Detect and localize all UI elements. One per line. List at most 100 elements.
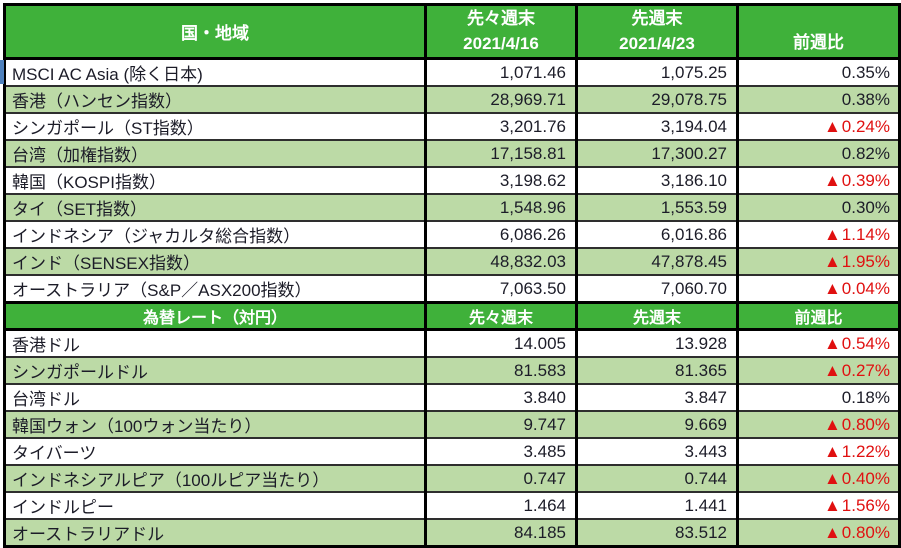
asia-markets-table: 国・地域 先々週末 2021/4/16 先週末 2021/4/23 前週比 MS… <box>3 3 901 548</box>
last-week-date: 2021/4/23 <box>619 33 695 53</box>
fx-week-over-week-header: 前週比 <box>736 301 900 331</box>
last-week-value-cell: 3,194.04 <box>575 112 738 140</box>
last-week-label: 先週末 <box>631 8 683 28</box>
table-row: 台湾ドル 3.840 3.847 0.18% <box>4 383 900 411</box>
decline-triangle-icon: ▲ <box>823 170 841 190</box>
last-week-value-cell: 3.847 <box>575 383 738 411</box>
two-weeks-ago-value-cell: 0.747 <box>424 464 577 492</box>
week-over-week-change-cell: 0.35% <box>736 57 900 86</box>
last-week-value-cell: 0.744 <box>575 464 738 492</box>
last-week-value-cell: 1,075.25 <box>575 57 738 86</box>
two-weeks-ago-date: 2021/4/16 <box>463 33 539 53</box>
week-over-week-change-cell: ▲0.40% <box>736 464 900 492</box>
table-row: タイ（SET指数） 1,548.96 1,553.59 0.30% <box>4 193 900 221</box>
row-label-cell: シンガポールドル <box>4 356 426 384</box>
last-week-header: 先週末 2021/4/23 <box>575 4 738 60</box>
two-weeks-ago-value-cell: 6,086.26 <box>424 220 577 248</box>
row-label-cell: MSCI AC Asia (除く日本) <box>4 57 426 86</box>
two-weeks-ago-value-cell: 1,071.46 <box>424 57 577 86</box>
last-week-value-cell: 47,878.45 <box>575 247 738 275</box>
week-over-week-change-cell: 0.38% <box>736 85 900 113</box>
last-week-value-cell: 7,060.70 <box>575 274 738 303</box>
row-label-cell: オーストラリアドル <box>4 518 426 547</box>
two-weeks-ago-value-cell: 28,969.71 <box>424 85 577 113</box>
table-row: MSCI AC Asia (除く日本) 1,071.46 1,075.25 0.35% <box>4 57 900 86</box>
table-row: タイバーツ 3.485 3.443 ▲1.22% <box>4 437 900 465</box>
index-table-header: 国・地域 先々週末 2021/4/16 先週末 2021/4/23 前週比 <box>4 4 900 60</box>
row-label-cell: インドルピー <box>4 491 426 519</box>
last-week-value-cell: 6,016.86 <box>575 220 738 248</box>
decline-triangle-icon: ▲ <box>823 360 841 380</box>
last-week-value-cell: 17,300.27 <box>575 139 738 167</box>
two-weeks-ago-value-cell: 81.583 <box>424 356 577 384</box>
week-over-week-header: 前週比 <box>736 4 900 60</box>
two-weeks-ago-value-cell: 48,832.03 <box>424 247 577 275</box>
week-over-week-change-cell: ▲0.27% <box>736 356 900 384</box>
week-over-week-change-cell: ▲0.24% <box>736 112 900 140</box>
two-weeks-ago-value-cell: 1,548.96 <box>424 193 577 221</box>
two-weeks-ago-value-cell: 14.005 <box>424 328 577 357</box>
row-label-cell: 台湾（加権指数） <box>4 139 426 167</box>
fx-table-body: 香港ドル 14.005 13.928 ▲0.54% シンガポールドル 81.583 81.3… <box>4 328 900 547</box>
decline-triangle-icon: ▲ <box>823 468 841 488</box>
row-label-cell: インドネシア（ジャカルタ総合指数） <box>4 220 426 248</box>
week-over-week-change-cell: ▲0.80% <box>736 410 900 438</box>
decline-triangle-icon: ▲ <box>823 414 841 434</box>
week-over-week-change-cell: ▲0.80% <box>736 518 900 547</box>
table-row: オーストラリア（S&P／ASX200指数） 7,063.50 7,060.70 ▲0.… <box>4 274 900 303</box>
row-label-cell: 香港（ハンセン指数） <box>4 85 426 113</box>
country-region-header: 国・地域 <box>4 4 426 60</box>
table-row: 香港（ハンセン指数） 28,969.71 29,078.75 0.38% <box>4 85 900 113</box>
two-weeks-ago-value-cell: 3,198.62 <box>424 166 577 194</box>
last-week-value-cell: 83.512 <box>575 518 738 547</box>
two-weeks-ago-label: 先々週末 <box>467 8 535 28</box>
decline-triangle-icon: ▲ <box>823 116 841 136</box>
two-weeks-ago-value-cell: 3.840 <box>424 383 577 411</box>
row-label-cell: タイバーツ <box>4 437 426 465</box>
table-row: シンガポール（ST指数） 3,201.76 3,194.04 ▲0.24% <box>4 112 900 140</box>
two-weeks-ago-value-cell: 1.464 <box>424 491 577 519</box>
row-label-cell: 韓国（KOSPI指数） <box>4 166 426 194</box>
decline-triangle-icon: ▲ <box>823 495 841 515</box>
table-row: シンガポールドル 81.583 81.365 ▲0.27% <box>4 356 900 384</box>
table-row: 韓国（KOSPI指数） 3,198.62 3,186.10 ▲0.39% <box>4 166 900 194</box>
cell-selection-marker <box>0 60 4 84</box>
decline-triangle-icon: ▲ <box>823 278 841 298</box>
header-row: 国・地域 先々週末 2021/4/16 先週末 2021/4/23 前週比 <box>4 4 900 60</box>
two-weeks-ago-value-cell: 17,158.81 <box>424 139 577 167</box>
week-over-week-change-cell: ▲0.39% <box>736 166 900 194</box>
row-label-cell: シンガポール（ST指数） <box>4 112 426 140</box>
week-over-week-change-cell: ▲0.54% <box>736 328 900 357</box>
two-weeks-ago-value-cell: 7,063.50 <box>424 274 577 303</box>
last-week-value-cell: 1,553.59 <box>575 193 738 221</box>
decline-triangle-icon: ▲ <box>823 522 841 542</box>
week-over-week-change-cell: 0.82% <box>736 139 900 167</box>
table-row: インドルピー 1.464 1.441 ▲1.56% <box>4 491 900 519</box>
decline-triangle-icon: ▲ <box>823 224 841 244</box>
two-weeks-ago-value-cell: 9.747 <box>424 410 577 438</box>
last-week-value-cell: 29,078.75 <box>575 85 738 113</box>
two-weeks-ago-value-cell: 3.485 <box>424 437 577 465</box>
fx-table-header: 為替レート（対円） 先々週末 先週末 前週比 <box>4 301 900 331</box>
market-summary-table: 国・地域 先々週末 2021/4/16 先週末 2021/4/23 前週比 MS… <box>0 3 901 548</box>
fx-header-row: 為替レート（対円） 先々週末 先週末 前週比 <box>4 301 900 331</box>
fx-rate-header: 為替レート（対円） <box>4 301 426 331</box>
two-weeks-ago-value-cell: 84.185 <box>424 518 577 547</box>
table-row: インドネシア（ジャカルタ総合指数） 6,086.26 6,016.86 ▲1.14% <box>4 220 900 248</box>
row-label-cell: オーストラリア（S&P／ASX200指数） <box>4 274 426 303</box>
last-week-value-cell: 1.441 <box>575 491 738 519</box>
decline-triangle-icon: ▲ <box>823 441 841 461</box>
week-over-week-change-cell: 0.18% <box>736 383 900 411</box>
table-row: インド（SENSEX指数） 48,832.03 47,878.45 ▲1.95% <box>4 247 900 275</box>
table-row: オーストラリアドル 84.185 83.512 ▲0.80% <box>4 518 900 547</box>
row-label-cell: タイ（SET指数） <box>4 193 426 221</box>
last-week-value-cell: 81.365 <box>575 356 738 384</box>
table-row: 韓国ウォン（100ウォン当たり） 9.747 9.669 ▲0.80% <box>4 410 900 438</box>
decline-triangle-icon: ▲ <box>823 251 841 271</box>
last-week-value-cell: 3.443 <box>575 437 738 465</box>
table-row: 香港ドル 14.005 13.928 ▲0.54% <box>4 328 900 357</box>
row-label-cell: インド（SENSEX指数） <box>4 247 426 275</box>
two-weeks-ago-value-cell: 3,201.76 <box>424 112 577 140</box>
week-over-week-change-cell: 0.30% <box>736 193 900 221</box>
row-label-cell: 香港ドル <box>4 328 426 357</box>
